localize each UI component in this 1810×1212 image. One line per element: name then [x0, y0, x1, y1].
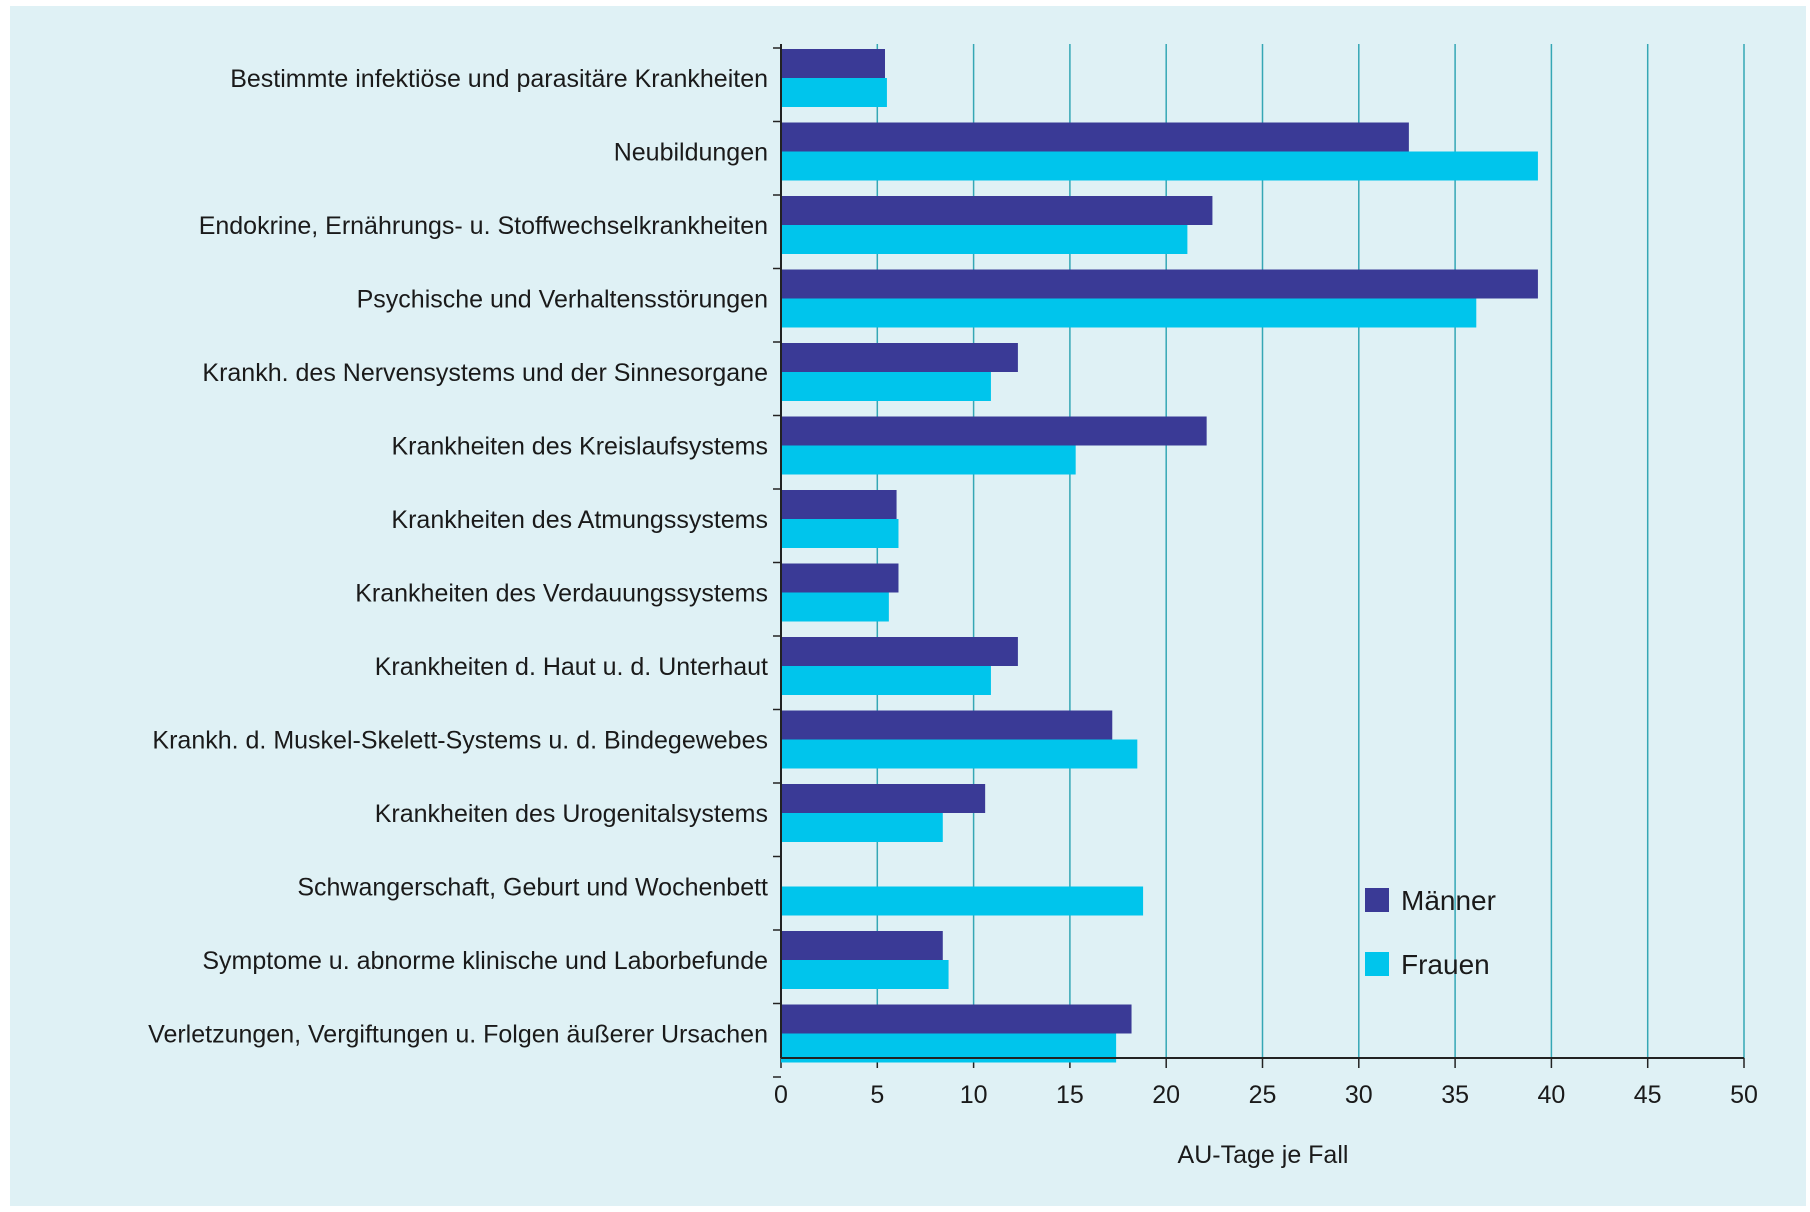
bar-maenner [781, 490, 897, 519]
axes [773, 44, 1744, 1078]
x-axis-title: AU-Tage je Fall [1178, 1141, 1349, 1169]
x-tick-label: 0 [774, 1081, 788, 1109]
bar-maenner [781, 784, 986, 813]
category-label: Krankheiten des Verdauungssystems [355, 580, 768, 608]
bar-maenner [781, 637, 1018, 666]
bar-frauen [781, 739, 1138, 769]
category-label: Schwangerschaft, Geburt und Wochenbett [297, 874, 768, 902]
bar-frauen [781, 960, 949, 989]
category-label: Endokrine, Ernährungs- u. Stoffwechselkr… [199, 212, 768, 240]
legend-label-maenner: Männer [1401, 885, 1496, 916]
category-label: Bestimmte infektiöse und parasitäre Kran… [230, 65, 768, 93]
bar-maenner [781, 1004, 1132, 1034]
bar-frauen [781, 886, 1144, 916]
x-tick-label: 50 [1730, 1081, 1758, 1109]
bar-frauen [781, 519, 899, 548]
category-label: Krankh. d. Muskel-Skelett-Systems u. d. … [152, 727, 768, 755]
x-tick-label: 45 [1634, 1081, 1662, 1109]
category-label: Psychische und Verhaltensstörungen [357, 286, 768, 314]
bar-maenner [781, 122, 1409, 152]
bar-frauen [781, 151, 1538, 181]
legend-swatch-maenner [1365, 888, 1389, 912]
bar-frauen [781, 225, 1188, 254]
bar-maenner [781, 196, 1213, 225]
category-label: Krankheiten d. Haut u. d. Unterhaut [375, 653, 768, 681]
bar-frauen [781, 445, 1076, 475]
category-label: Neubildungen [614, 139, 768, 167]
category-label: Verletzungen, Vergiftungen u. Folgen äuß… [148, 1021, 768, 1049]
x-tick-label: 20 [1152, 1081, 1180, 1109]
category-label: Krankh. des Nervensystems und der Sinnes… [202, 359, 768, 387]
bar-maenner [781, 49, 886, 78]
bar-maenner [781, 931, 943, 960]
x-tick-label: 10 [960, 1081, 988, 1109]
bar-frauen [781, 78, 887, 107]
x-tick-label: 35 [1441, 1081, 1469, 1109]
category-label: Krankheiten des Atmungssystems [391, 506, 768, 534]
bar-maenner [781, 269, 1538, 299]
bar-frauen [781, 666, 991, 695]
x-tick-labels: 0 5 10 15 20 25 30 35 40 45 50 [774, 1081, 1758, 1109]
legend-label-frauen: Frauen [1401, 949, 1490, 980]
bar-frauen [781, 592, 889, 622]
chart-panel: Bestimmte infektiöse und parasitäre Kran… [10, 6, 1806, 1206]
category-labels: Bestimmte infektiöse und parasitäre Kran… [148, 65, 768, 1049]
x-tick-label: 30 [1345, 1081, 1373, 1109]
category-label: Krankheiten des Kreislaufsystems [391, 433, 768, 461]
bar-frauen [781, 298, 1477, 328]
bar-maenner [781, 343, 1018, 372]
x-tick-label: 5 [870, 1081, 884, 1109]
category-label: Krankheiten des Urogenitalsystems [375, 800, 768, 828]
x-tick-label: 25 [1249, 1081, 1277, 1109]
bar-maenner [781, 563, 899, 593]
x-tick-label: 40 [1537, 1081, 1565, 1109]
legend: Männer Frauen [1365, 885, 1496, 980]
legend-swatch-frauen [1365, 952, 1389, 976]
bar-maenner [781, 710, 1113, 740]
bar-maenner [781, 416, 1207, 446]
bar-frauen [781, 813, 943, 842]
bars [781, 49, 1538, 1063]
category-label: Symptome u. abnorme klinische und Laborb… [202, 947, 768, 975]
bar-chart: Bestimmte infektiöse und parasitäre Kran… [148, 44, 1758, 1169]
bar-frauen [781, 372, 991, 401]
x-tick-label: 15 [1056, 1081, 1084, 1109]
